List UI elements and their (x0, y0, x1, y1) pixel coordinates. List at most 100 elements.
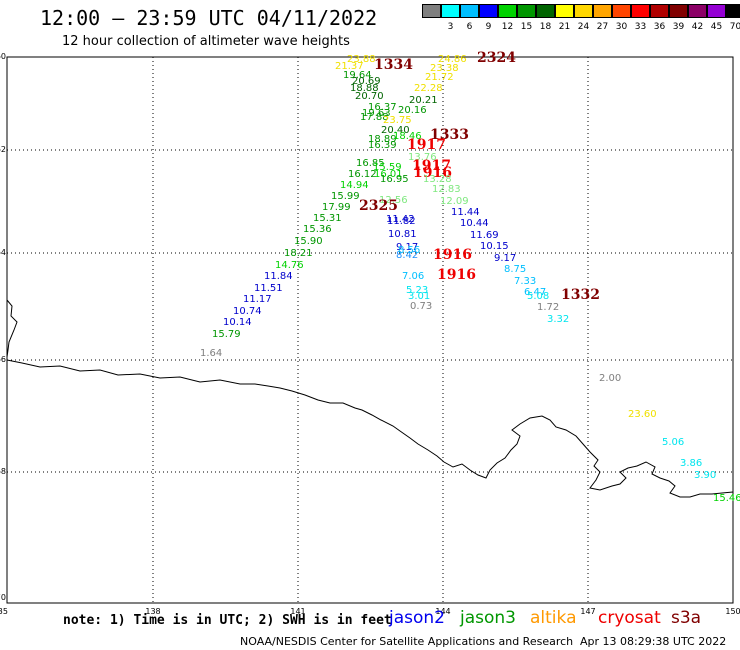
swh-value: 11.82 (387, 216, 416, 227)
swh-value: 1.72 (537, 302, 559, 313)
pass-time-label: 1916 (413, 165, 452, 181)
legend-swatch (517, 4, 536, 18)
swh-value: 8.42 (396, 250, 418, 261)
swh-value: 17.88 (360, 112, 389, 123)
swh-value: 15.90 (294, 236, 323, 247)
legend-label: 12 (501, 22, 514, 32)
legend-label: 39 (672, 22, 685, 32)
swh-value: 11.84 (264, 271, 293, 282)
legend-swatch (555, 4, 574, 18)
swh-value: 10.15 (480, 241, 509, 252)
swh-value: 23.75 (383, 115, 412, 126)
map-frame (6, 56, 734, 604)
swh-value: 24.86 (438, 54, 467, 65)
y-tick-label: -70 (0, 593, 6, 602)
swh-value: 1.64 (200, 348, 222, 359)
swh-value: 3.01 (408, 291, 430, 302)
swh-value: 5.08 (527, 291, 549, 302)
swh-value: 16.01 (374, 169, 403, 180)
legend-swatch (574, 4, 593, 18)
swh-value: 3.86 (680, 458, 702, 469)
swh-value: 9.17 (396, 242, 418, 253)
axis-ticks: 135 138 141 144 147 150 -60 -62 -64 -66 -68 -70 (0, 52, 740, 616)
swh-value: 22.28 (414, 83, 443, 94)
swh-value: 8.75 (504, 264, 526, 275)
legend-swatch (441, 4, 460, 18)
pass-time-label: 1916 (437, 267, 476, 283)
swh-value: 12.83 (432, 184, 461, 195)
swh-value: 9.17 (494, 253, 516, 264)
swh-value: 21.72 (425, 72, 454, 83)
swh-value: 8.56 (398, 245, 420, 256)
swh-value: 18.88 (350, 83, 379, 94)
swh-value: 12.09 (440, 196, 469, 207)
swh-value: 23.60 (628, 409, 657, 420)
x-tick-label: 141 (290, 607, 305, 616)
y-tick-label: -62 (0, 145, 6, 154)
pass-time-label: 1333 (430, 127, 469, 143)
swh-value: 7.06 (402, 271, 424, 282)
graticule (7, 57, 733, 603)
x-tick-label: 144 (435, 607, 450, 616)
swh-value: 14.76 (275, 260, 304, 271)
swh-value: 16.85 (356, 158, 385, 169)
swh-value: 14.94 (340, 180, 369, 191)
swh-value: 19.63 (362, 108, 391, 119)
legend-swatch (707, 4, 726, 18)
satellite-label-jason2: jason2 (389, 608, 445, 628)
legend-label: 27 (596, 22, 609, 32)
swh-value: 15.36 (303, 224, 332, 235)
swh-value: 0.73 (410, 301, 432, 312)
swh-value: 5.23 (406, 285, 428, 296)
legend-label: 9 (485, 22, 492, 32)
coastline (6, 299, 734, 498)
satellite-label-jason3: jason3 (460, 608, 516, 628)
pass-time-label: 2325 (359, 198, 398, 214)
swh-value: 11.42 (386, 214, 415, 225)
note-text: note: 1) Time is in UTC; 2) SWH is in fe… (63, 613, 392, 628)
swh-value: 10.44 (460, 218, 489, 229)
swh-value: 15.31 (313, 213, 342, 224)
swh-value: 15.79 (212, 329, 241, 340)
page-title: 12:00 — 23:59 UTC 04/11/2022 (40, 6, 378, 30)
swh-value: 10.14 (223, 317, 252, 328)
swh-value: 20.69 (352, 76, 381, 87)
swh-value: 17.99 (322, 202, 351, 213)
legend-swatch (460, 4, 479, 18)
swh-value: 13.28 (423, 174, 452, 185)
legend-label: 33 (634, 22, 647, 32)
legend-label: 30 (615, 22, 628, 32)
satellite-label-s3a: s3a (671, 608, 702, 628)
legend-swatch (631, 4, 650, 18)
satellite-label-altika: altika (530, 608, 577, 628)
legend-swatch (536, 4, 555, 18)
swh-value: 23.38 (430, 63, 459, 74)
legend-swatch (726, 4, 740, 18)
footer-timestamp: Apr 13 08:29:38 UTC 2022 (580, 635, 727, 648)
swh-value: 3.90 (694, 470, 716, 481)
swh-value: 16.95 (380, 174, 409, 185)
legend-label: 24 (577, 22, 590, 32)
swh-value: 18.46 (393, 131, 422, 142)
legend-label: 70 (729, 22, 740, 32)
legend-swatch (498, 4, 517, 18)
legend-swatch (669, 4, 688, 18)
footer-credit: NOAA/NESDIS Center for Satellite Applica… (240, 635, 574, 648)
swh-value: 10.74 (233, 306, 262, 317)
x-tick-label: 135 (0, 607, 8, 616)
pass-time-label: 1917 (412, 158, 451, 174)
swh-value: 20.40 (381, 125, 410, 136)
swh-value: 15.46 (713, 493, 740, 504)
legend-label: 42 (691, 22, 704, 32)
swh-value: 10.81 (388, 229, 417, 240)
pass-time-label: 1916 (433, 247, 472, 263)
legend-label: 6 (466, 22, 473, 32)
legend-label: 36 (653, 22, 666, 32)
x-tick-label: 138 (145, 607, 160, 616)
swh-value: 18.89 (368, 134, 397, 145)
legend-label: 18 (539, 22, 552, 32)
swh-value: 3.32 (547, 314, 569, 325)
